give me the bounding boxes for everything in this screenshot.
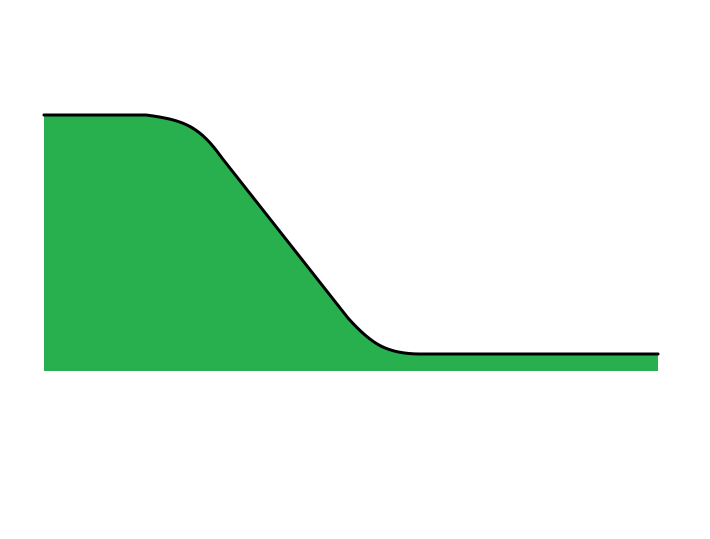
step-down-curve-line bbox=[42, 113, 660, 356]
green-area-fill bbox=[44, 115, 658, 371]
